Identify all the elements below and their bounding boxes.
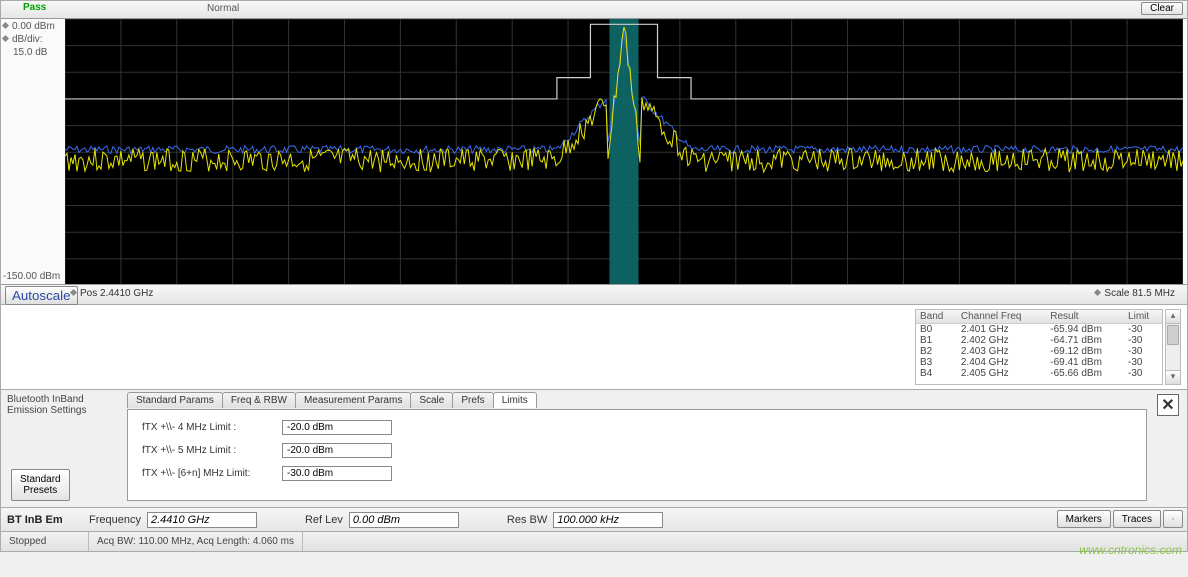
tab-prefs[interactable]: Prefs (452, 392, 493, 408)
scroll-up-icon[interactable]: ▴ (1166, 310, 1180, 324)
y-axis-labels: 0.00 dBm dB/div: 15.0 dB (3, 21, 65, 60)
status-bar: Stopped Acq BW: 110.00 MHz, Acq Length: … (0, 532, 1188, 552)
settings-gear-icon[interactable] (1163, 510, 1183, 528)
dbdiv-label: dB/div: (12, 34, 43, 45)
tab-panel-limits: fTX +\\- 4 MHz Limit : fTX +\\- 5 MHz Lim… (127, 409, 1147, 501)
limit-label-0: fTX +\\- 4 MHz Limit : (142, 422, 282, 433)
watermark: www.cntronics.com (1079, 543, 1182, 557)
tab-standard-params[interactable]: Standard Params (127, 392, 223, 408)
resbw-label: Res BW (507, 514, 547, 526)
resbw-input[interactable] (553, 512, 663, 528)
table-row[interactable]: B12.402 GHz-64.71 dBm-30 (916, 335, 1162, 346)
limit-input-0[interactable] (282, 420, 392, 435)
limit-label-2: fTX +\\- [6+n] MHz Limit: (142, 468, 282, 479)
col-channel-freq[interactable]: Channel Freq (957, 310, 1046, 324)
band-table-scrollbar[interactable]: ▴ ▾ (1165, 309, 1181, 385)
spectrum-topbar: Pass Normal Clear (1, 1, 1187, 19)
settings-tabs: Standard ParamsFreq & RBWMeasurement Par… (127, 392, 1147, 408)
tab-freq-rbw[interactable]: Freq & RBW (222, 392, 296, 408)
col-limit[interactable]: Limit (1124, 310, 1162, 324)
col-band[interactable]: Band (916, 310, 957, 324)
limit-input-2[interactable] (282, 466, 392, 481)
limit-input-1[interactable] (282, 443, 392, 458)
measurement-mode: BT InB Em (1, 514, 89, 526)
settings-title: Bluetooth InBand Emission Settings (7, 394, 117, 416)
tab-limits[interactable]: Limits (493, 392, 537, 408)
traces-button[interactable]: Traces (1113, 510, 1161, 528)
dbdiv-value: 15.0 dB (3, 47, 65, 58)
clear-button[interactable]: Clear (1141, 2, 1183, 15)
scroll-thumb[interactable] (1167, 325, 1179, 345)
spectrum-plot[interactable] (65, 19, 1183, 286)
scroll-down-icon[interactable]: ▾ (1166, 370, 1180, 384)
table-row[interactable]: B32.404 GHz-69.41 dBm-30 (916, 357, 1162, 368)
reflev-label: Ref Lev (305, 514, 343, 526)
frequency-input[interactable] (147, 512, 257, 528)
pos-marker-icon (70, 289, 77, 296)
table-row[interactable]: B22.403 GHz-69.12 dBm-30 (916, 346, 1162, 357)
dbdiv-marker-icon (2, 35, 9, 42)
limit-label-1: fTX +\\- 5 MHz Limit : (142, 445, 282, 456)
ref-top-value: 0.00 dBm (12, 21, 55, 32)
reflev-input[interactable] (349, 512, 459, 528)
run-state: Stopped (1, 532, 89, 551)
autoscale-button[interactable]: Autoscale (5, 286, 78, 305)
parameter-bar: BT InB Em Frequency Ref Lev Res BW Marke… (0, 508, 1188, 532)
scale-marker-icon (1094, 289, 1101, 296)
band-table[interactable]: BandChannel FreqResultLimitB02.401 GHz-6… (915, 309, 1163, 385)
tab-scale[interactable]: Scale (410, 392, 453, 408)
acq-info: Acq BW: 110.00 MHz, Acq Length: 4.060 ms (89, 532, 303, 551)
results-panel: BandChannel FreqResultLimitB02.401 GHz-6… (0, 305, 1188, 390)
settings-panel: Bluetooth InBand Emission Settings Stand… (0, 390, 1188, 508)
standard-presets-button[interactable]: StandardPresets (11, 469, 70, 501)
table-row[interactable]: B42.405 GHz-65.66 dBm-30 (916, 368, 1162, 379)
frequency-label: Frequency (89, 514, 141, 526)
spectrum-bottombar: Autoscale Pos 2.4410 GHz Scale 81.5 MHz (1, 284, 1187, 304)
tab-measurement-params[interactable]: Measurement Params (295, 392, 411, 408)
markers-button[interactable]: Markers (1057, 510, 1111, 528)
y-min-label: -150.00 dBm (3, 271, 60, 282)
pos-label: Pos 2.4410 GHz (80, 288, 153, 299)
table-row[interactable]: B02.401 GHz-65.94 dBm-30 (916, 324, 1162, 336)
pass-indicator: Pass (23, 2, 46, 13)
close-icon[interactable]: ✕ (1157, 394, 1179, 416)
trace-mode-label: Normal (207, 3, 239, 14)
scale-label: Scale 81.5 MHz (1104, 288, 1175, 299)
spectrum-panel: Pass Normal Clear 0.00 dBm dB/div: 15.0 … (0, 0, 1188, 305)
col-result[interactable]: Result (1046, 310, 1124, 324)
ref-marker-icon (2, 22, 9, 29)
